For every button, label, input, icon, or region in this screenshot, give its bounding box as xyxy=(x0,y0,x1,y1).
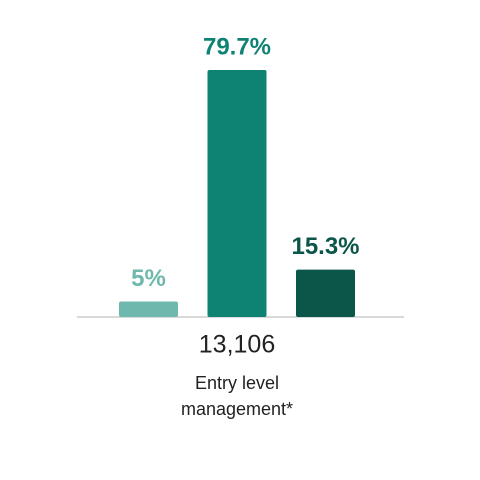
value-label: 5% xyxy=(131,265,166,292)
value-label: 79.7% xyxy=(203,33,271,60)
group-total: 13,106 xyxy=(199,331,275,359)
group-label: Entry level management* xyxy=(180,373,294,419)
bar xyxy=(207,70,267,317)
bar xyxy=(119,301,178,317)
bar xyxy=(296,269,355,317)
value-label: 15.3% xyxy=(291,233,359,260)
